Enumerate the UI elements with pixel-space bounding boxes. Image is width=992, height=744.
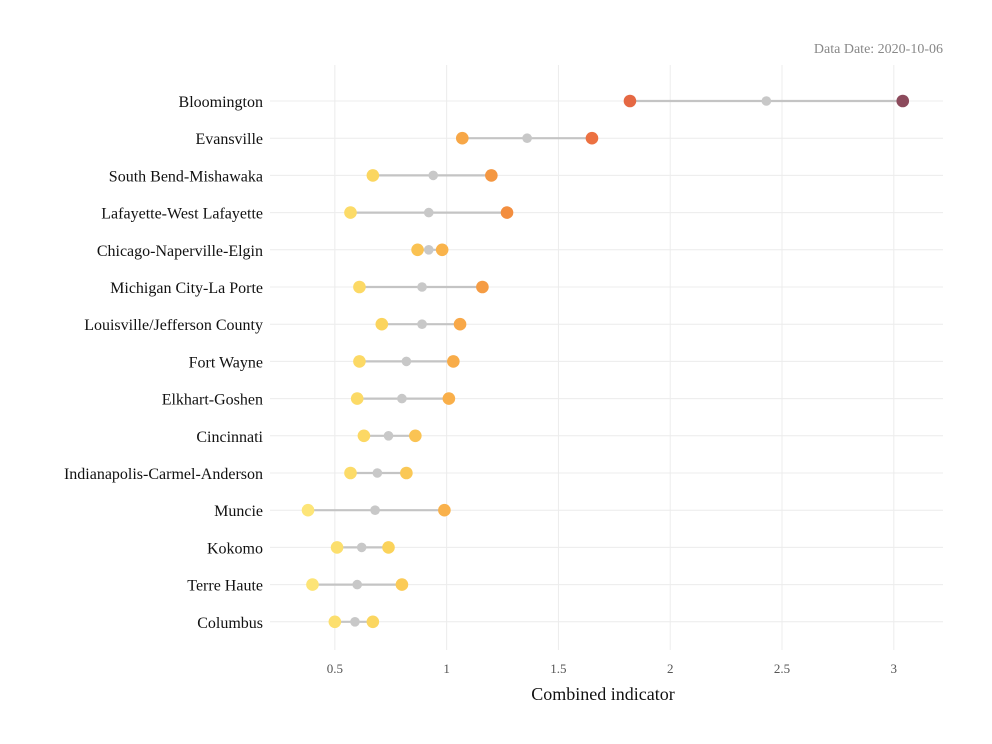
middle-point [417,282,427,292]
category-label: Columbus [197,615,263,632]
category-label: Lafayette-West Lafayette [101,206,263,223]
category-label: Chicago-Naperville-Elgin [97,243,263,260]
high-point [409,429,422,443]
category-label: Elkhart-Goshen [162,392,263,409]
low-point [411,243,424,257]
high-point [476,280,489,294]
high-point [442,392,456,405]
low-point [328,615,342,629]
low-point [357,429,371,443]
middle-point [352,579,362,590]
low-point [455,131,469,145]
middle-point [423,245,434,255]
data-points [301,94,910,629]
high-point [447,355,460,368]
x-tick-label: 3 [891,661,898,676]
low-point [375,317,389,331]
category-label: Evansville [195,131,263,148]
low-point [623,94,637,108]
category-label: Kokomo [207,540,263,557]
low-point [353,280,366,294]
middle-point [356,542,367,553]
x-axis-ticks: 0.5 1 1.5 2 2.5 3 [327,661,897,676]
category-label: Cincinnati [196,429,263,446]
category-label: Terre Haute [187,578,263,595]
low-point [350,392,364,405]
category-label: Fort Wayne [189,354,263,371]
high-point [395,578,409,591]
x-tick-label: 1 [443,661,450,676]
high-point [485,169,498,182]
middle-point [370,505,380,515]
high-point [453,317,467,331]
category-label: South Bend-Mishawaka [109,168,263,185]
low-point [353,355,366,368]
low-point [344,466,357,480]
high-point [400,466,413,480]
high-point [500,206,514,219]
middle-point [417,319,427,330]
high-point [896,94,910,108]
x-tick-label: 2 [667,661,674,676]
low-point [306,578,319,591]
x-tick-label: 0.5 [327,661,343,676]
high-point [366,615,380,629]
middle-point [383,431,394,441]
x-tick-label: 2.5 [774,661,790,676]
grid-layer [334,65,895,650]
low-point [366,169,380,182]
middle-point [428,170,439,181]
high-point [382,541,395,554]
middle-point [401,356,412,367]
low-point [301,503,315,517]
category-label: Michigan City-La Porte [110,280,263,297]
low-point [344,206,357,219]
middle-point [761,96,772,106]
middle-point [423,207,434,218]
category-label: Indianapolis-Carmel-Anderson [64,466,263,483]
high-point [585,131,599,145]
low-point [330,541,344,554]
high-point [435,243,449,257]
middle-point [350,617,360,627]
category-label: Muncie [214,503,263,520]
category-label: Louisville/Jefferson County [84,317,263,334]
category-label: Bloomington [179,94,263,111]
middle-point [397,393,407,404]
x-tick-label: 1.5 [550,661,566,676]
middle-point [372,468,383,478]
high-point [438,503,451,517]
data-date-note: Data Date: 2020-10-06 [814,42,943,57]
category-labels: Bloomington Evansville South Bend-Mishawak… [64,94,264,632]
x-axis-title: Combined indicator [531,684,674,704]
middle-point [522,133,532,143]
